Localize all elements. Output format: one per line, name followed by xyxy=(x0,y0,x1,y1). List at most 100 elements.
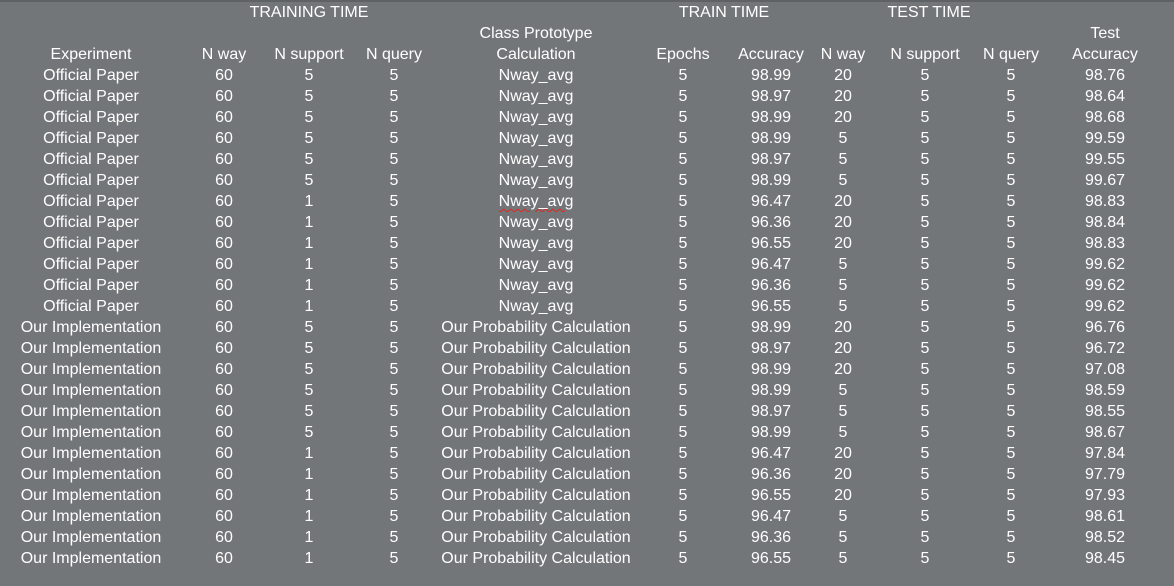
cell-test-n-query: 5 xyxy=(1006,235,1016,252)
cell-n-way: 60 xyxy=(215,319,233,336)
cell-experiment: Our Implementation xyxy=(20,508,162,525)
cell-test-n-way: 20 xyxy=(834,88,852,105)
cell-n-support: 1 xyxy=(304,298,314,315)
group-header-train-time: TRAIN TIME xyxy=(678,4,770,21)
cell-n-query: 5 xyxy=(389,382,399,399)
cell-test-n-support: 5 xyxy=(920,235,930,252)
cell-test-n-support: 5 xyxy=(920,382,930,399)
cell-test-n-query: 5 xyxy=(1006,214,1016,231)
cell-accuracy: 98.99 xyxy=(750,382,792,399)
cell-experiment: Our Implementation xyxy=(20,424,162,441)
cell-n-support: 1 xyxy=(304,235,314,252)
group-header-test-time: TEST TIME xyxy=(887,4,971,21)
cell-test-n-way: 20 xyxy=(834,214,852,231)
cell-test-accuracy: 97.84 xyxy=(1084,445,1126,462)
cell-class-prototype: Our Probability Calculation xyxy=(441,550,631,567)
cell-test-n-way: 20 xyxy=(834,487,852,504)
cell-test-n-query: 5 xyxy=(1006,277,1016,294)
cell-epochs: 5 xyxy=(678,382,688,399)
table-row: Our Implementation 60 1 5 Our Probability Ca… xyxy=(0,548,1164,569)
table-row: Official Paper 60 1 5 Nway_avg 5 96.36 5 5 5 99.62 xyxy=(0,275,1164,296)
cell-experiment: Official Paper xyxy=(43,235,139,252)
cell-test-n-support: 5 xyxy=(920,277,930,294)
header-test-n-query: N query xyxy=(982,46,1040,63)
cell-n-way: 60 xyxy=(215,277,233,294)
cell-n-way: 60 xyxy=(215,298,233,315)
header-class-prototype-line1: Class Prototype xyxy=(479,25,593,42)
cell-n-support: 5 xyxy=(304,172,314,189)
table-row: Official Paper 60 1 5 Nway_avg 5 96.47 5 5 5 99.62 xyxy=(0,254,1164,275)
cell-n-query: 5 xyxy=(389,277,399,294)
cell-experiment: Official Paper xyxy=(43,130,139,147)
cell-test-accuracy: 97.93 xyxy=(1084,487,1126,504)
cell-n-way: 60 xyxy=(215,172,233,189)
cell-test-n-support: 5 xyxy=(920,256,930,273)
cell-n-query: 5 xyxy=(389,445,399,462)
cell-n-way: 60 xyxy=(215,130,233,147)
cell-class-prototype: Our Probability Calculation xyxy=(441,403,631,420)
cell-test-n-way: 5 xyxy=(838,529,848,546)
cell-accuracy: 96.36 xyxy=(750,529,792,546)
header-test-accuracy-line2: Accuracy xyxy=(1072,46,1138,63)
cell-n-way: 60 xyxy=(215,151,233,168)
cell-class-prototype: Our Probability Calculation xyxy=(441,319,631,336)
cell-n-way: 60 xyxy=(215,550,233,567)
cell-epochs: 5 xyxy=(678,550,688,567)
cell-test-n-query: 5 xyxy=(1006,193,1016,210)
cell-class-prototype: Our Probability Calculation xyxy=(441,508,631,525)
cell-test-n-way: 20 xyxy=(834,340,852,357)
cell-experiment: Official Paper xyxy=(43,88,139,105)
cell-n-way: 60 xyxy=(215,214,233,231)
cell-accuracy: 96.47 xyxy=(750,508,792,525)
cell-experiment: Our Implementation xyxy=(20,445,162,462)
table-row: Official Paper 60 5 5 Nway_avg 5 98.97 20 5 5 98.6… xyxy=(0,86,1164,107)
cell-accuracy: 96.36 xyxy=(750,277,792,294)
cell-test-n-support: 5 xyxy=(920,172,930,189)
table-row: Our Implementation 60 5 5 Our Probability Ca… xyxy=(0,338,1164,359)
cell-n-way: 60 xyxy=(215,508,233,525)
cell-test-accuracy: 98.83 xyxy=(1084,235,1126,252)
cell-epochs: 5 xyxy=(678,172,688,189)
cell-accuracy: 96.55 xyxy=(750,487,792,504)
cell-n-query: 5 xyxy=(389,319,399,336)
cell-test-n-query: 5 xyxy=(1006,466,1016,483)
cell-test-n-support: 5 xyxy=(920,340,930,357)
header-experiment: Experiment xyxy=(50,46,132,63)
cell-accuracy: 98.97 xyxy=(750,151,792,168)
cell-n-way: 60 xyxy=(215,424,233,441)
cell-experiment: Official Paper xyxy=(43,151,139,168)
cell-test-n-query: 5 xyxy=(1006,298,1016,315)
cell-test-accuracy: 98.52 xyxy=(1084,529,1126,546)
cell-epochs: 5 xyxy=(678,214,688,231)
cell-test-accuracy: 98.76 xyxy=(1084,67,1126,84)
cell-accuracy: 96.55 xyxy=(750,298,792,315)
cell-n-support: 1 xyxy=(304,256,314,273)
cell-test-n-support: 5 xyxy=(920,151,930,168)
cell-accuracy: 98.99 xyxy=(750,109,792,126)
cell-experiment: Our Implementation xyxy=(20,403,162,420)
cell-n-query: 5 xyxy=(389,256,399,273)
results-table: TRAINING TIME TRAIN TIME TEST TIME Class… xyxy=(0,2,1164,569)
cell-class-prototype: Nway_avg xyxy=(498,256,574,273)
cell-epochs: 5 xyxy=(678,193,688,210)
cell-test-n-query: 5 xyxy=(1006,424,1016,441)
table-row: Official Paper 60 1 5 Nway_avg 5 96.47 20 5 5 98.8… xyxy=(0,191,1164,212)
cell-test-n-way: 5 xyxy=(838,550,848,567)
cell-test-accuracy: 99.67 xyxy=(1084,172,1126,189)
cell-epochs: 5 xyxy=(678,319,688,336)
cell-epochs: 5 xyxy=(678,298,688,315)
cell-experiment: Official Paper xyxy=(43,67,139,84)
header-n-support: N support xyxy=(274,46,344,63)
cell-experiment: Our Implementation xyxy=(20,319,162,336)
cell-accuracy: 96.47 xyxy=(750,256,792,273)
cell-n-support: 1 xyxy=(304,445,314,462)
cell-n-way: 60 xyxy=(215,466,233,483)
header-class-prototype-line2: Calculation xyxy=(496,46,576,63)
cell-epochs: 5 xyxy=(678,361,688,378)
cell-experiment: Official Paper xyxy=(43,109,139,126)
cell-test-n-way: 20 xyxy=(834,67,852,84)
cell-n-query: 5 xyxy=(389,403,399,420)
cell-n-way: 60 xyxy=(215,67,233,84)
table-row: Our Implementation 60 5 5 Our Probability Ca… xyxy=(0,380,1164,401)
cell-n-query: 5 xyxy=(389,466,399,483)
